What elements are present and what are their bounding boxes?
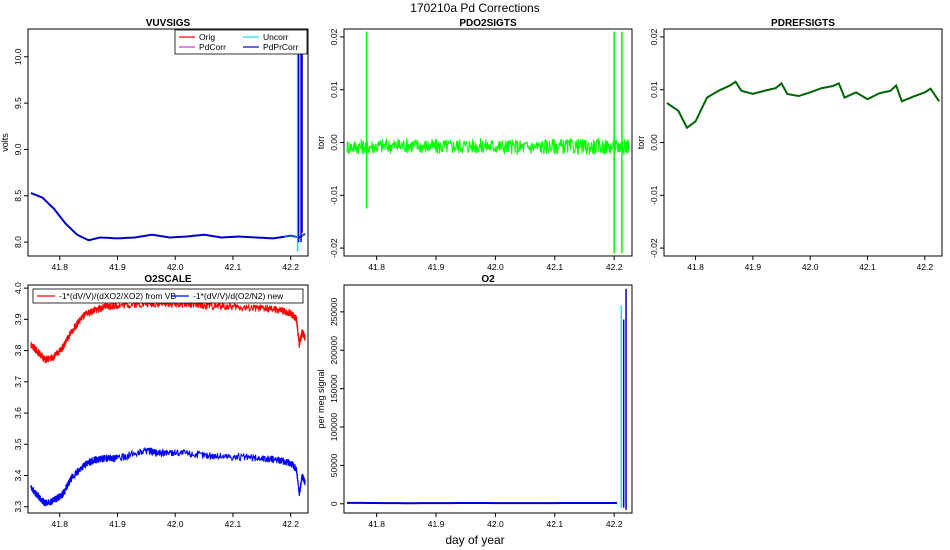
o2-ytick-label-3: 150000 xyxy=(329,374,339,403)
pdo2sigts-ytick-label-3: 0.01 xyxy=(329,81,339,98)
pdrefsigts-ytick-label-1: -0.01 xyxy=(649,185,659,205)
vuvsigs-ytick-label-0: 8.0 xyxy=(13,236,23,248)
pdo2sigts-panel: PDO2SIGTS 41.8 41.9 42.0 42.1 42.2 -0.02 -0.01 0… xyxy=(316,18,633,272)
vuvsigs-legend xyxy=(174,29,308,55)
pdo2sigts-data xyxy=(346,31,630,254)
pdo2sigts-xtick-label-0: 41.8 xyxy=(368,262,385,272)
o2-ylabel: per meg signal xyxy=(316,369,326,428)
o2-ytick-label-2: 100000 xyxy=(329,413,339,442)
vuvsigs-panel: VUVSIGS 41.8 41.9 42.0 42.1 42.2 8.0 8.5 9.0 9.5 1… xyxy=(0,18,309,272)
pdo2sigts-ytick-label-2: 0.00 xyxy=(329,134,339,151)
o2scale-ytick-label-1: 3.4 xyxy=(13,469,23,481)
pdrefsigts-xtick-label-0: 41.8 xyxy=(687,262,704,272)
pdo2sigts-title: PDO2SIGTS xyxy=(459,18,517,29)
o2scale-ytick-label-5: 3.8 xyxy=(13,344,23,356)
o2scale-ytick-label-0: 3.3 xyxy=(13,501,23,513)
pdo2sigts-xtick-label-4: 42.2 xyxy=(606,262,623,272)
vuvsigs-data xyxy=(30,38,306,252)
o2-title: O2 xyxy=(481,274,495,285)
o2-xtick-label-0: 41.8 xyxy=(368,519,385,529)
o2scale-panel: O2SCALE 41.8 41.9 42.0 42.1 42.2 3.3 3.4 3.5 3.6 3… xyxy=(13,274,309,529)
pdrefsigts-xtick-label-3: 42.1 xyxy=(859,262,876,272)
o2scale-legend xyxy=(32,288,304,304)
pdrefsigts-ytick-label-2: 0.00 xyxy=(649,134,659,151)
o2scale-frame xyxy=(27,284,309,514)
pdrefsigts-series-0 xyxy=(666,80,940,130)
o2scale-legend-label-0: -1*(dV/V)/(dXO2/XO2) from VB xyxy=(59,291,176,301)
pdo2sigts-ytick-label-0: -0.02 xyxy=(329,238,339,258)
o2scale-legend-label-1: -1*(dV/V)/d(O2/N2) new xyxy=(193,291,284,301)
o2scale-xtick-label-2: 42.0 xyxy=(167,519,184,529)
o2scale-ytick-label-7: 4.0 xyxy=(13,282,23,294)
o2-ytick-label-1: 50000 xyxy=(329,453,339,477)
o2scale-data xyxy=(30,299,306,507)
vuvsigs-ytick-label-4: 10.0 xyxy=(13,48,23,65)
o2scale-series-0 xyxy=(30,299,306,364)
pdrefsigts-ytick-label-0: -0.02 xyxy=(649,238,659,258)
o2scale-xtick-label-4: 42.2 xyxy=(282,519,299,529)
o2scale-title: O2SCALE xyxy=(144,274,192,285)
pdo2sigts-xtick-label-1: 41.9 xyxy=(428,262,445,272)
pdrefsigts-xtick-label-2: 42.0 xyxy=(802,262,819,272)
pdo2sigts-series-0 xyxy=(346,137,630,156)
vuvsigs-title: VUVSIGS xyxy=(146,18,191,29)
o2-data xyxy=(347,288,627,510)
vuvsigs-frame xyxy=(27,28,309,257)
pdrefsigts-panel: PDREFSIGTS 41.8 41.9 42.0 42.1 42.2 -0.02 -0.01… xyxy=(636,18,943,272)
pdo2sigts-xtick-label-2: 42.0 xyxy=(487,262,504,272)
vuvsigs-ytick-label-3: 9.5 xyxy=(13,97,23,109)
figure-title: 170210a Pd Corrections xyxy=(410,1,539,15)
pdo2sigts-ytick-label-1: -0.01 xyxy=(329,185,339,205)
pdrefsigts-xtick-label-4: 42.2 xyxy=(917,262,934,272)
vuvsigs-legend-label-3: PdPrCorr xyxy=(263,42,299,52)
o2-panel: O2 41.8 41.9 42.0 42.1 42.2 0 50000 100000 150000… xyxy=(316,274,633,529)
o2-xtick-label-1: 41.9 xyxy=(428,519,445,529)
o2-xtick-label-4: 42.2 xyxy=(606,519,623,529)
vuvsigs-xtick-label-1: 41.9 xyxy=(109,262,126,272)
pdrefsigts-title: PDREFSIGTS xyxy=(771,18,835,29)
vuvsigs-series-0 xyxy=(30,192,306,242)
o2scale-ytick-label-4: 3.7 xyxy=(13,376,23,388)
pdo2sigts-xtick-label-3: 42.1 xyxy=(547,262,564,272)
pdrefsigts-ylabel: torr xyxy=(636,136,646,150)
o2scale-ytick-label-6: 3.9 xyxy=(13,313,23,325)
pdrefsigts-frame xyxy=(663,28,943,257)
o2-frame xyxy=(343,284,633,514)
pdo2sigts-ylabel: torr xyxy=(316,136,326,150)
o2-xtick-label-3: 42.1 xyxy=(547,519,564,529)
o2-ytick-label-4: 200000 xyxy=(329,336,339,365)
o2-xtick-label-2: 42.0 xyxy=(487,519,504,529)
pdrefsigts-xtick-label-1: 41.9 xyxy=(745,262,762,272)
o2-ytick-label-0: 0 xyxy=(329,501,339,506)
vuvsigs-xtick-label-0: 41.8 xyxy=(51,262,68,272)
vuvsigs-xtick-label-2: 42.0 xyxy=(167,262,184,272)
pdrefsigts-ytick-label-4: 0.02 xyxy=(649,28,659,45)
o2-ytick-label-5: 250000 xyxy=(329,297,339,326)
vuvsigs-ylabel: volts xyxy=(0,133,10,152)
vuvsigs-legend-label-2: PdCorr xyxy=(199,42,226,52)
x-axis-label: day of year xyxy=(445,533,504,547)
o2scale-series-1 xyxy=(30,446,306,507)
o2scale-xtick-label-0: 41.8 xyxy=(51,519,68,529)
vuvsigs-ytick-label-2: 9.0 xyxy=(13,143,23,155)
vuvsigs-legend-label-1: Uncorr xyxy=(263,32,289,42)
vuvsigs-xtick-label-4: 42.2 xyxy=(282,262,299,272)
o2scale-ytick-label-3: 3.6 xyxy=(13,407,23,419)
vuvsigs-xtick-label-3: 42.1 xyxy=(225,262,242,272)
pdo2sigts-ytick-label-4: 0.02 xyxy=(329,28,339,45)
o2scale-xtick-label-3: 42.1 xyxy=(225,519,242,529)
o2scale-ytick-label-2: 3.5 xyxy=(13,438,23,450)
vuvsigs-legend-label-0: Orig xyxy=(199,32,215,42)
vuvsigs-ytick-label-1: 8.5 xyxy=(13,190,23,202)
o2scale-xtick-label-1: 41.9 xyxy=(109,519,126,529)
pdrefsigts-data xyxy=(666,80,940,130)
pdrefsigts-ytick-label-3: 0.01 xyxy=(649,81,659,98)
